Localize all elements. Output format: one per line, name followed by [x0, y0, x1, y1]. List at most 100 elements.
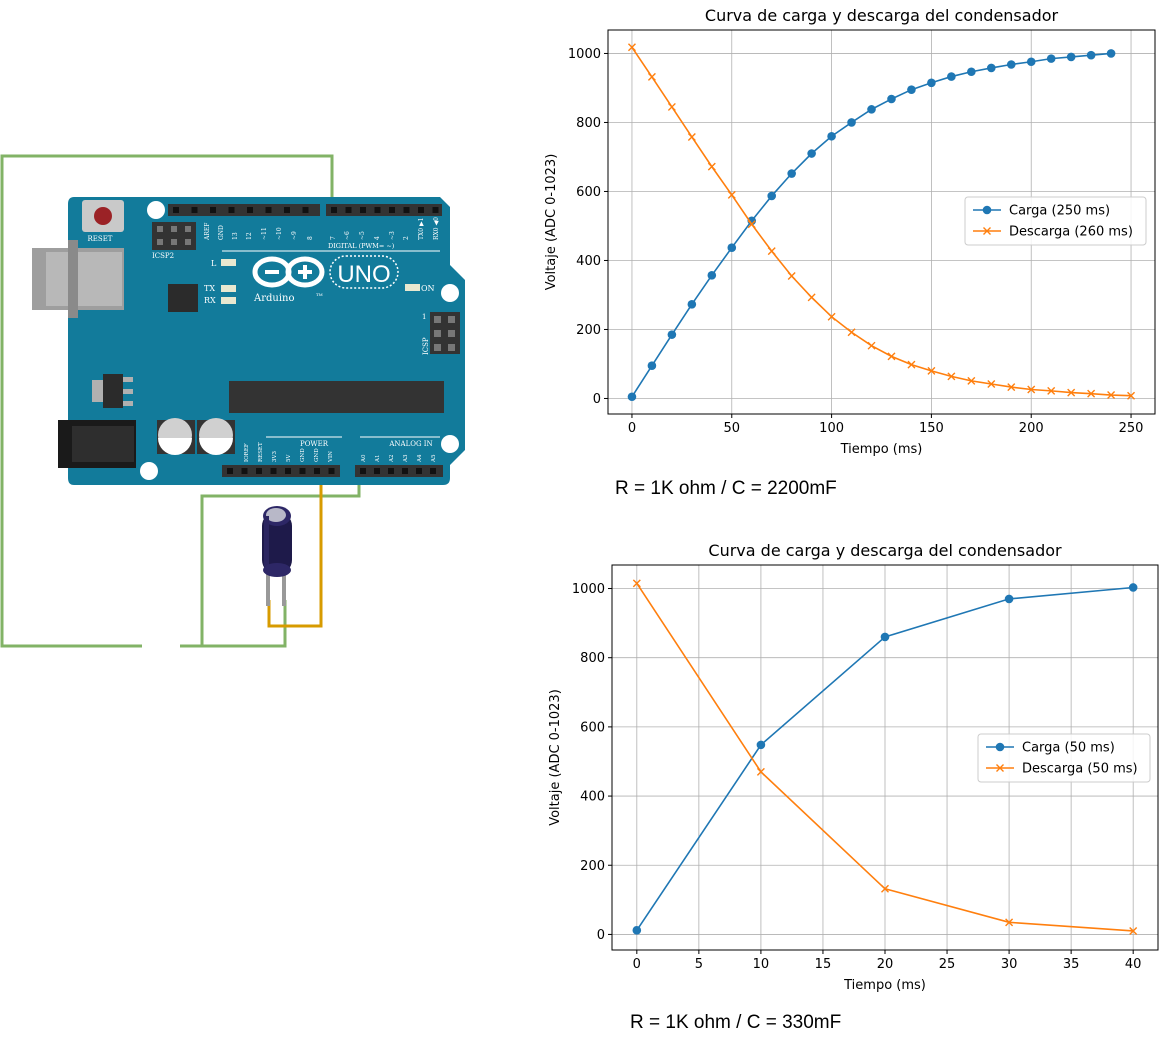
- plot-frame: [607, 29, 1156, 415]
- data-point: [1047, 386, 1056, 395]
- chart-title: Curva de carga y descarga del condensado…: [705, 6, 1059, 25]
- data-point: [987, 379, 996, 388]
- power-label: POWER: [300, 440, 329, 448]
- x-tick-label: 10: [753, 957, 770, 972]
- analog-pin-label: A4: [417, 454, 423, 463]
- data-point: [1127, 391, 1136, 400]
- x-tick-label: 250: [1119, 421, 1144, 436]
- data-point: [756, 767, 765, 776]
- y-tick-label: 1000: [572, 582, 605, 597]
- mount-hole: [441, 284, 459, 302]
- data-point: [927, 78, 936, 88]
- y-tick-label: 0: [597, 928, 605, 943]
- brand-label: Arduino: [253, 293, 295, 304]
- x-tick-label: 15: [815, 957, 832, 972]
- pin-hole: [360, 207, 366, 213]
- y-tick-label: 800: [576, 116, 601, 131]
- icsp-label: ICSP: [422, 337, 430, 355]
- data-point: [1087, 389, 1096, 398]
- pin-hole: [173, 207, 179, 213]
- digital-header-2: [326, 204, 442, 216]
- board-capacitor: [197, 418, 235, 455]
- data-point: [907, 360, 916, 369]
- data-point: [1107, 391, 1116, 400]
- power-pin-label: GND: [300, 448, 306, 462]
- legend-label: Carga (50 ms): [1022, 741, 1115, 756]
- wire-orange-gnd: [267, 475, 323, 628]
- mount-hole: [140, 462, 158, 480]
- digital-pin-label: ~6: [344, 231, 351, 240]
- y-axis-label: Voltaje (ADC 0-1023): [548, 689, 563, 826]
- arduino-board: RESET ICSP2 AREF GND 13 12 ~11 ~10 ~9 8 7 ~6 ~5 4 ~3…: [32, 197, 465, 485]
- data-point: [767, 247, 776, 256]
- x-tick-label: 150: [919, 421, 944, 436]
- data-point: [1007, 383, 1016, 392]
- legend-marker: [996, 764, 1004, 772]
- digital-pin-label: RX0 ◀0: [433, 217, 440, 240]
- data-point: [707, 271, 717, 280]
- y-tick-label: 400: [580, 790, 605, 805]
- data-point: [707, 162, 716, 171]
- legend-marker: [982, 205, 992, 215]
- y-tick-label: 600: [580, 720, 605, 735]
- x-tick-label: 40: [1125, 957, 1142, 972]
- tx-label: TX: [204, 284, 215, 293]
- legend-label: Descarga (260 ms): [1009, 225, 1133, 240]
- data-point: [1106, 49, 1116, 58]
- data-point: [887, 94, 896, 104]
- pin-hole: [430, 468, 436, 474]
- voltage-regulator: [92, 380, 106, 402]
- data-point: [1086, 50, 1096, 60]
- x-tick-label: 35: [1063, 957, 1080, 972]
- pin-hole: [328, 468, 335, 474]
- data-point: [807, 293, 816, 302]
- y-axis-label: Voltaje (ADC 0-1023): [544, 154, 559, 291]
- data-point: [867, 105, 876, 114]
- digital-pin-label: TX0 ▶1: [418, 218, 425, 240]
- data-point: [747, 220, 756, 229]
- wire-green-a0: [180, 475, 361, 648]
- data-point: [1046, 54, 1056, 63]
- data-point: [632, 925, 642, 935]
- pin-hole: [284, 207, 290, 213]
- data-point: [880, 632, 890, 642]
- data-point: [1067, 388, 1076, 397]
- digital-pin-label: ~11: [261, 227, 268, 240]
- power-pin-label: 5V: [286, 454, 292, 462]
- digital-pin-label: 7: [330, 236, 337, 240]
- data-point: [867, 341, 876, 350]
- analog-label: ANALOG IN: [388, 440, 432, 448]
- analog-pin-label: A3: [403, 454, 409, 463]
- data-point: [947, 372, 956, 381]
- digital-pin-label: ~5: [359, 231, 366, 240]
- led-l-label: L: [211, 259, 217, 268]
- power-pin-label: VIN: [328, 451, 334, 463]
- data-point: [627, 43, 636, 52]
- power-header: [222, 465, 340, 477]
- data-point: [1128, 583, 1138, 592]
- digital-pin-label: ~9: [291, 231, 298, 240]
- usb-chip: [168, 284, 198, 312]
- analog-pin-label: A1: [375, 455, 381, 463]
- pin-hole: [314, 468, 320, 474]
- pin-hole: [416, 468, 422, 474]
- mount-hole: [441, 435, 459, 453]
- pin-hole: [265, 207, 272, 213]
- digital-pin-label: GND: [218, 225, 225, 240]
- data-point: [727, 243, 737, 253]
- on-label: ON: [421, 284, 435, 293]
- y-tick-label: 800: [580, 651, 605, 666]
- rx-label: RX: [204, 296, 216, 305]
- data-point: [807, 149, 816, 158]
- digital-pin-label: AREF: [204, 223, 211, 241]
- data-point: [1004, 594, 1014, 604]
- data-point: [887, 352, 896, 361]
- analog-pin-label: A2: [389, 455, 395, 463]
- pin-hole: [256, 468, 262, 474]
- pin-hole: [418, 207, 424, 213]
- legend-marker: [995, 742, 1005, 752]
- data-point: [687, 299, 697, 309]
- y-tick-label: 400: [576, 254, 601, 269]
- data-point: [986, 63, 996, 73]
- pin-hole: [247, 207, 253, 213]
